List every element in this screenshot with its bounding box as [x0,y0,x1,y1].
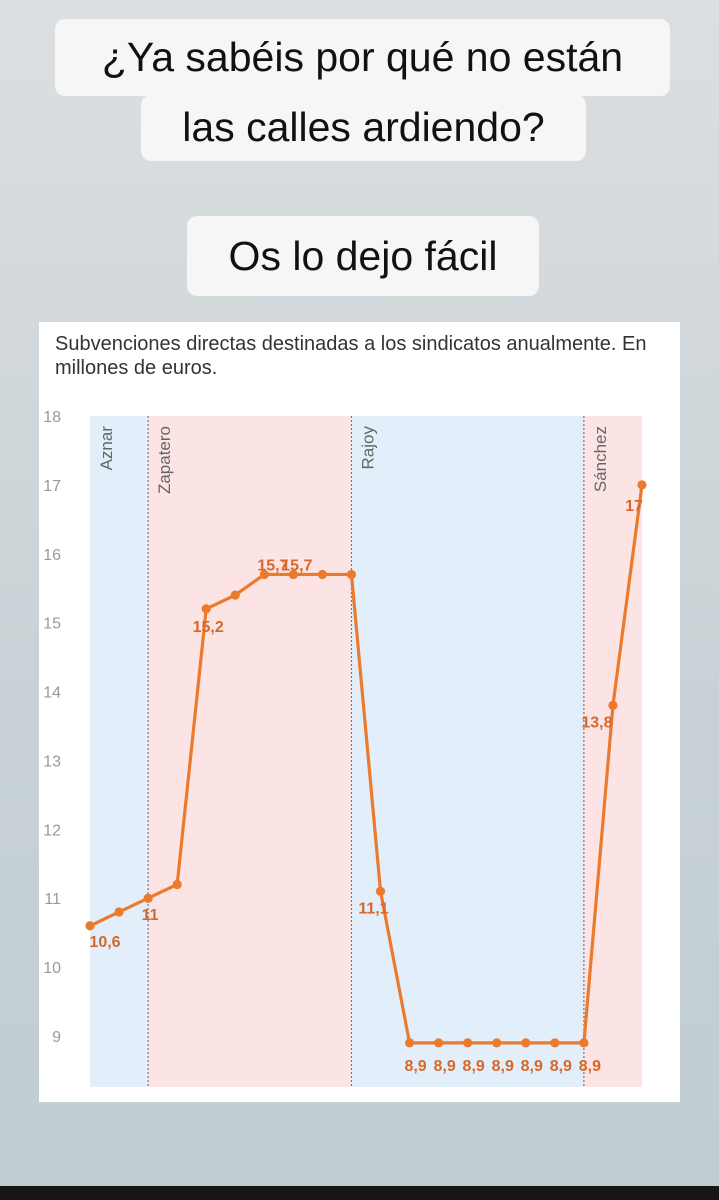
period-label-1: Zapatero [155,426,174,494]
y-tick-label: 15 [43,616,61,633]
chart-title: Subvenciones directas destinadas a los s… [55,333,647,379]
period-band-3 [583,416,642,1087]
data-point [375,886,386,896]
data-label: 15,2 [193,619,224,636]
data-label: 8,9 [579,1058,601,1075]
data-point [201,604,211,614]
caption-line-3: Os lo dejo fácil [187,216,539,296]
caption-line-2: las calles ardiendo? [141,95,586,161]
period-band-1 [148,416,352,1087]
data-point [550,1038,560,1048]
data-label: 8,9 [550,1058,572,1075]
y-tick-label: 9 [52,1029,61,1046]
y-tick-label: 14 [43,685,61,702]
data-point [230,590,240,600]
chart-card: Subvenciones directas destinadas a los s… [39,322,680,1102]
data-label: 13,8 [581,714,612,731]
y-tick-label: 10 [43,960,61,977]
y-tick-label: 17 [43,478,61,495]
y-tick-label: 13 [43,753,61,770]
period-band-0 [90,416,149,1087]
data-point [637,480,647,490]
data-point [463,1038,473,1048]
data-point [85,921,95,931]
y-tick-label: 18 [43,409,61,426]
data-label: 17 [625,498,643,515]
data-label: 8,9 [463,1058,485,1075]
data-point [521,1038,531,1048]
data-label: 11 [142,907,159,924]
data-label: 10,6 [89,934,120,951]
data-label: 8,9 [521,1058,543,1075]
data-label: 15,7 [281,557,312,574]
line-chart: Aznar Zapatero Rajoy Sánchez 9 10 11 12 13 14 15 16… [43,409,647,1087]
data-point [492,1038,502,1048]
data-point [608,700,618,710]
data-point [259,569,269,580]
data-point [346,569,357,580]
data-point [172,879,182,890]
data-point [579,1038,589,1048]
period-band-2 [351,416,584,1087]
data-point [317,569,328,580]
caption-line-1: ¿Ya sabéis por qué no están [55,19,670,96]
data-label: 15,7 [257,557,288,574]
period-label-2: Rajoy [358,426,377,470]
data-label: 11,1 [358,900,388,917]
data-label: 8,9 [492,1058,514,1075]
data-point [404,1038,415,1048]
series-line [89,484,644,1045]
y-tick-label: 16 [43,547,61,564]
data-point [114,907,124,917]
data-point [143,893,153,903]
period-label-0: Aznar [97,426,116,471]
period-label-3: Sánchez [591,426,610,492]
data-point [434,1038,444,1048]
bottom-bar [0,1186,719,1200]
data-label: 8,9 [434,1058,456,1075]
data-label: 8,9 [404,1058,426,1075]
y-tick-label: 12 [43,822,61,839]
data-point [288,569,298,580]
y-tick-label: 11 [44,891,61,908]
